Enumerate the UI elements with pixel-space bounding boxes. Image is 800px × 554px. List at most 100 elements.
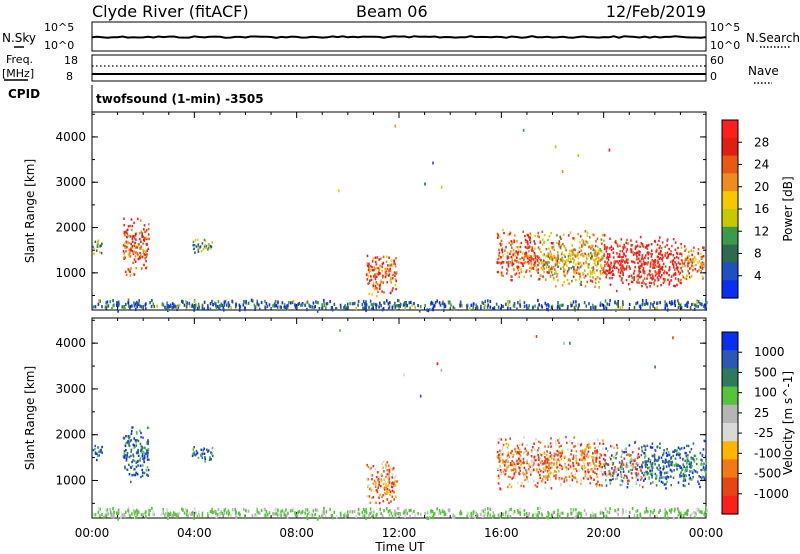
range-cell bbox=[567, 448, 569, 451]
range-cell bbox=[587, 456, 589, 459]
range-cell bbox=[532, 480, 535, 483]
range-cell bbox=[692, 257, 694, 260]
range-cell bbox=[703, 246, 705, 249]
range-cell bbox=[636, 251, 638, 255]
range-cell bbox=[687, 269, 689, 273]
freq-tick-bottom: 8 bbox=[66, 70, 73, 83]
range-cell bbox=[247, 301, 250, 305]
range-cell bbox=[665, 460, 667, 463]
range-cell bbox=[550, 437, 552, 440]
range-cell bbox=[695, 263, 697, 267]
range-cell bbox=[501, 459, 504, 462]
range-cell bbox=[610, 478, 612, 482]
range-cell bbox=[573, 270, 575, 274]
range-cell bbox=[604, 466, 606, 470]
range-cell bbox=[516, 266, 519, 270]
range-cell bbox=[619, 483, 622, 487]
range-cell bbox=[536, 259, 539, 263]
range-cell bbox=[533, 455, 536, 459]
range-cell bbox=[614, 240, 616, 244]
range-cell bbox=[96, 245, 99, 248]
range-cell bbox=[702, 475, 704, 479]
range-cell bbox=[436, 507, 438, 511]
range-cell bbox=[685, 248, 688, 251]
range-cell bbox=[128, 441, 130, 444]
range-cell bbox=[700, 257, 703, 260]
range-cell bbox=[620, 474, 622, 478]
colorbar-segment bbox=[722, 386, 738, 406]
range-cell bbox=[550, 242, 553, 245]
range-cell bbox=[668, 280, 671, 284]
range-cell bbox=[580, 482, 582, 485]
range-cell bbox=[581, 449, 584, 452]
range-cell bbox=[505, 246, 507, 249]
range-cell bbox=[146, 243, 148, 246]
range-cell bbox=[388, 477, 390, 481]
range-cell bbox=[618, 255, 620, 258]
range-cell bbox=[695, 512, 697, 516]
range-cell bbox=[304, 303, 306, 307]
range-cell bbox=[130, 267, 132, 270]
range-cell bbox=[627, 258, 629, 261]
range-cell bbox=[135, 515, 137, 520]
range-cell bbox=[539, 241, 542, 244]
range-cell bbox=[526, 460, 528, 464]
range-cell bbox=[664, 278, 666, 281]
range-cell bbox=[592, 470, 594, 473]
range-cell bbox=[389, 493, 391, 497]
range-cell bbox=[495, 302, 498, 306]
range-cell bbox=[698, 260, 701, 263]
range-cell bbox=[533, 240, 535, 243]
range-cell bbox=[244, 514, 246, 518]
range-cell bbox=[649, 305, 651, 309]
y-tick-label: 1000 bbox=[55, 266, 86, 280]
range-cell bbox=[635, 245, 638, 248]
range-cell bbox=[266, 512, 269, 516]
range-cell bbox=[553, 455, 556, 458]
range-cell bbox=[702, 255, 705, 258]
range-cell bbox=[210, 458, 212, 461]
range-cell bbox=[144, 253, 146, 257]
range-cell bbox=[187, 514, 189, 518]
range-cell bbox=[594, 450, 596, 453]
range-cell bbox=[597, 249, 600, 252]
range-cell bbox=[573, 454, 576, 457]
range-cell bbox=[620, 467, 622, 471]
range-cell bbox=[97, 510, 100, 514]
range-cell bbox=[593, 305, 596, 309]
range-cell bbox=[143, 238, 145, 241]
range-cell bbox=[683, 477, 685, 480]
range-cell bbox=[419, 305, 422, 309]
range-cell bbox=[231, 299, 233, 303]
range-cell bbox=[405, 304, 408, 308]
range-cell bbox=[487, 511, 489, 515]
range-cell bbox=[304, 511, 306, 515]
range-cell bbox=[560, 511, 562, 515]
range-cell bbox=[511, 279, 513, 282]
range-cell bbox=[693, 469, 695, 472]
range-cell bbox=[134, 439, 137, 442]
range-cell bbox=[459, 304, 461, 308]
range-cell bbox=[391, 476, 393, 479]
range-cell bbox=[564, 274, 567, 278]
range-cell bbox=[369, 507, 372, 511]
range-cell bbox=[694, 511, 696, 515]
range-cell bbox=[258, 511, 260, 515]
range-cell bbox=[573, 253, 575, 256]
range-cell bbox=[374, 260, 377, 264]
y-tick-label: 4000 bbox=[55, 130, 86, 144]
range-cell bbox=[531, 246, 533, 249]
range-cell bbox=[459, 300, 462, 304]
range-cell bbox=[561, 477, 563, 480]
range-cell bbox=[398, 507, 400, 511]
range-cell bbox=[587, 462, 589, 465]
range-cell bbox=[107, 304, 109, 308]
range-cell bbox=[575, 459, 577, 463]
range-cell bbox=[608, 264, 610, 267]
range-cell bbox=[516, 246, 518, 249]
range-cell bbox=[574, 253, 576, 257]
range-cell bbox=[679, 466, 682, 470]
range-cell bbox=[661, 267, 663, 271]
range-cell bbox=[217, 508, 220, 512]
range-cell bbox=[571, 252, 574, 256]
